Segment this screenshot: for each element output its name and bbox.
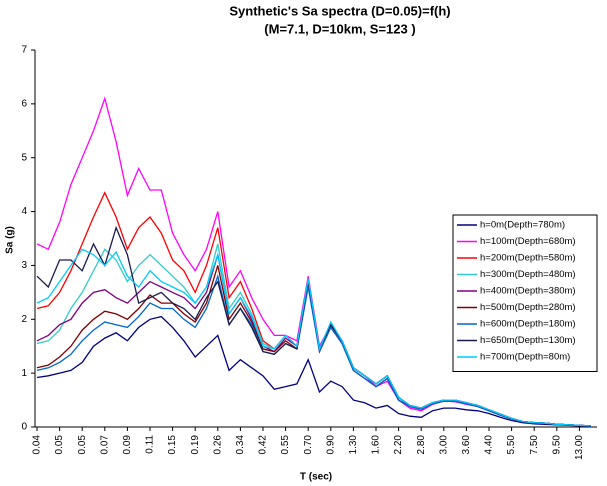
chart-title: Synthetic's Sa spectra (D=0.05)=f(h) — [229, 3, 450, 18]
x-tick-label: 3.60 — [461, 435, 472, 455]
x-tick-label: 7.50 — [529, 435, 540, 455]
x-tick-label: 0.07 — [99, 435, 110, 455]
x-tick-label: 0.04 — [32, 435, 43, 455]
x-axis-label: T (sec) — [300, 472, 332, 483]
x-tick-label: 9.50 — [551, 435, 562, 455]
x-tick-label: 5.50 — [506, 435, 517, 455]
y-tick-label: 1 — [21, 368, 27, 379]
y-tick-label: 0 — [21, 422, 27, 433]
legend-label: h=650m(Depth=130m) — [480, 335, 576, 346]
legend-label: h=300m(Depth=480m) — [480, 269, 576, 280]
x-tick-label: 2.80 — [416, 435, 427, 455]
x-tick-label: 0.05 — [54, 435, 65, 455]
x-tick-label: 13.00 — [574, 435, 585, 460]
legend-label: h=400m(Depth=380m) — [480, 286, 576, 297]
series-line — [36, 248, 591, 427]
x-tick-label: 4.40 — [484, 435, 495, 455]
legend-label: h=100m(Depth=680m) — [480, 236, 576, 247]
y-tick-label: 7 — [21, 45, 27, 56]
x-tick-label: 0.42 — [258, 435, 269, 455]
y-tick-label: 5 — [21, 152, 27, 163]
x-tick-label: 0.70 — [303, 435, 314, 455]
y-tick-label: 4 — [21, 206, 27, 217]
legend-label: h=700m(Depth=80m) — [480, 352, 570, 363]
x-tick-label: 0.09 — [122, 435, 133, 455]
x-tick-label: 0.26 — [212, 435, 223, 455]
x-tick-label: 1.30 — [348, 435, 359, 455]
x-tick-label: 0.34 — [235, 435, 246, 455]
series-line — [36, 315, 591, 428]
y-tick-label: 2 — [21, 314, 27, 325]
y-axis-label: Sa (g) — [5, 226, 16, 254]
x-tick-label: 0.55 — [280, 435, 291, 455]
x-tick-label: 0.90 — [325, 435, 336, 455]
legend-label: h=200m(Depth=580m) — [480, 253, 576, 264]
x-tick-label: 3.00 — [438, 435, 449, 455]
legend-label: h=500m(Depth=280m) — [480, 302, 576, 313]
y-tick-label: 6 — [21, 98, 27, 109]
legend-label: h=600m(Depth=180m) — [480, 319, 576, 330]
series-line — [36, 273, 591, 427]
chart-subtitle: (M=7.1, D=10km, S=123 ) — [264, 21, 415, 36]
x-tick-label: 0.15 — [167, 435, 178, 455]
x-tick-label: 0.19 — [190, 435, 201, 455]
x-tick-label: 0.11 — [145, 435, 156, 454]
x-tick-label: 2.20 — [393, 435, 404, 455]
x-tick-label: 0.05 — [77, 435, 88, 455]
legend-label: h=0m(Depth=780m) — [480, 220, 565, 231]
x-tick-label: 1.60 — [371, 435, 382, 455]
y-tick-label: 3 — [21, 260, 27, 271]
